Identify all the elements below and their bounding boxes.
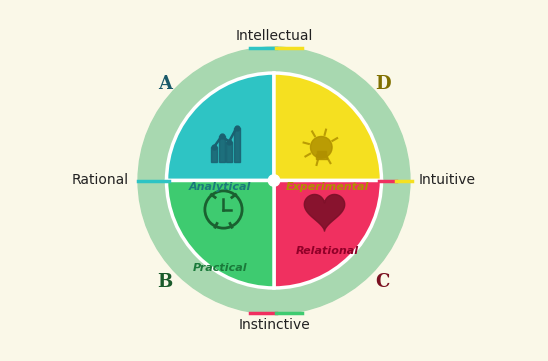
Text: Rational: Rational: [72, 174, 129, 187]
Polygon shape: [304, 195, 345, 231]
Text: Analytical: Analytical: [189, 182, 252, 192]
Ellipse shape: [138, 47, 410, 314]
Wedge shape: [274, 180, 381, 288]
Bar: [219, 136, 225, 162]
Bar: [233, 127, 239, 162]
Text: D: D: [375, 75, 391, 93]
Wedge shape: [167, 180, 274, 288]
Circle shape: [311, 136, 332, 158]
Text: C: C: [375, 273, 390, 291]
Bar: [316, 156, 327, 159]
Text: Intuitive: Intuitive: [419, 174, 476, 187]
Text: B: B: [158, 273, 173, 291]
Text: Relational: Relational: [296, 247, 359, 256]
Bar: [316, 153, 326, 156]
Bar: [226, 142, 232, 162]
Bar: [317, 151, 326, 153]
Circle shape: [210, 99, 248, 136]
Bar: [211, 147, 217, 162]
Circle shape: [300, 99, 338, 136]
Circle shape: [269, 175, 279, 186]
Text: Practical: Practical: [193, 262, 248, 273]
Circle shape: [210, 225, 248, 262]
Text: Intellectual: Intellectual: [235, 29, 313, 43]
Wedge shape: [167, 73, 274, 180]
Circle shape: [300, 225, 338, 262]
Wedge shape: [274, 73, 381, 180]
Text: A: A: [158, 75, 172, 93]
Text: Instinctive: Instinctive: [238, 318, 310, 332]
Text: Experimental: Experimental: [286, 182, 369, 192]
